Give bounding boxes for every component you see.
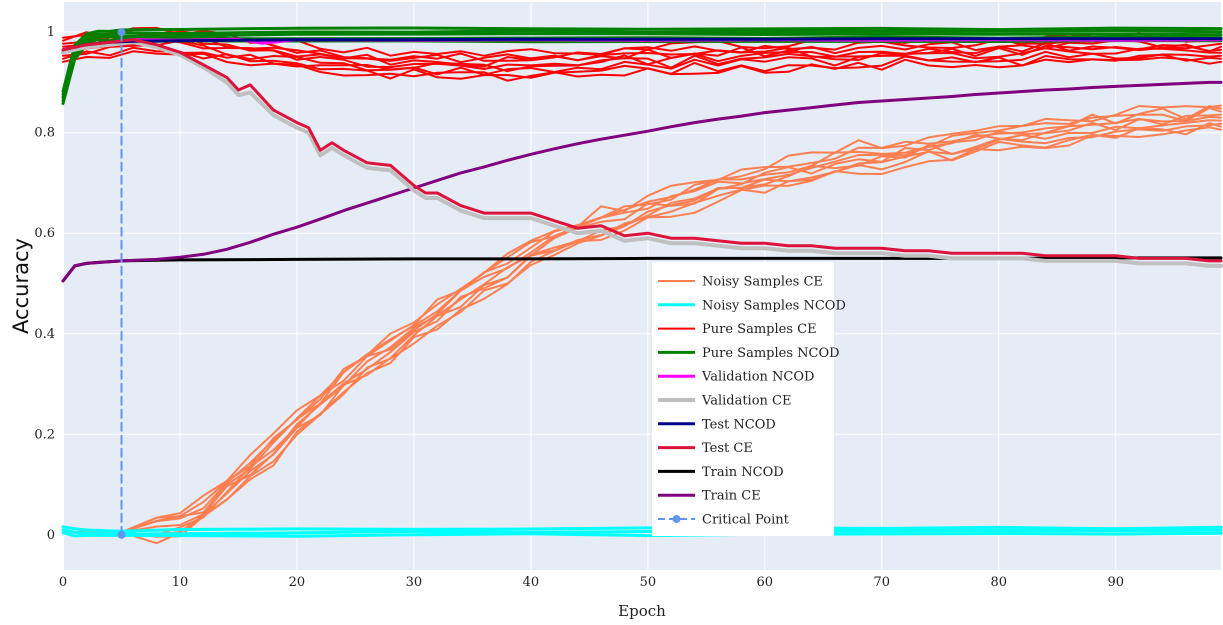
x-tick-label: 30 [406,575,423,590]
x-tick-labels: 0 10 20 30 40 50 60 70 80 90 [59,575,1124,590]
critical-point-marker [117,530,126,539]
legend-label: Noisy Samples CE [702,275,823,290]
legend-label: Train CE [702,489,761,504]
legend-label: Train NCOD [702,465,784,480]
series-line-noisy-samples-ce [62,105,1222,534]
y-tick-label: 0.8 [34,126,55,141]
critical-point-marker [117,28,126,37]
legend-label: Pure Samples CE [702,322,817,337]
series-line-train-ce [61,80,1223,283]
series-line-noisy-samples-ce [62,104,1222,534]
legend-marker [672,515,681,523]
x-tick-label: 70 [874,575,891,590]
series-lines [61,26,1223,545]
y-tick-label: 0.2 [34,427,55,442]
legend-label: Noisy Samples NCOD [702,298,846,313]
legend-label: Test NCOD [702,417,776,432]
x-tick-label: 0 [59,575,67,590]
series-line-noisy-samples-ncod [61,531,1223,538]
legend-label: Pure Samples NCOD [702,346,840,361]
y-tick-label: 0 [47,528,55,543]
series-line-noisy-samples-ce [62,122,1222,538]
series-line-validation-ce [61,40,1223,268]
x-tick-label: 50 [640,575,657,590]
y-tick-labels: 0 0.2 0.4 0.6 0.8 1 [34,25,55,543]
series-line-pure-samples-ncod [61,26,1223,93]
series-line-pure-samples-ce [62,46,1222,80]
series-line-pure-samples-ce [62,35,1222,68]
series-line-pure-samples-ncod [61,29,1223,96]
series-line-pure-samples-ncod [61,32,1223,99]
x-tick-label: 60 [757,575,774,590]
x-tick-label: 10 [172,575,189,590]
series-line-noisy-samples-ce [62,119,1222,536]
y-tick-label: 0.4 [34,327,55,342]
x-tick-label: 20 [289,575,306,590]
y-axis-title: Accuracy [9,238,33,334]
legend-label: Test CE [702,441,753,456]
y-tick-label: 1 [47,25,55,40]
legend: Noisy Samples CE Noisy Samples NCOD Pure S… [652,262,846,536]
x-tick-label: 80 [990,575,1007,590]
x-axis-title: Epoch [618,602,666,620]
series-line-noisy-samples-ncod [61,528,1223,536]
series-line-test-ce [61,38,1223,263]
series-line-noisy-samples-ncod [61,525,1223,533]
y-tick-label: 0.6 [34,226,55,241]
legend-label: Validation NCOD [701,370,814,385]
x-tick-label: 90 [1107,575,1124,590]
x-tick-label: 40 [523,575,540,590]
legend-label: Critical Point [702,513,790,528]
legend-label: Validation CE [701,394,791,409]
